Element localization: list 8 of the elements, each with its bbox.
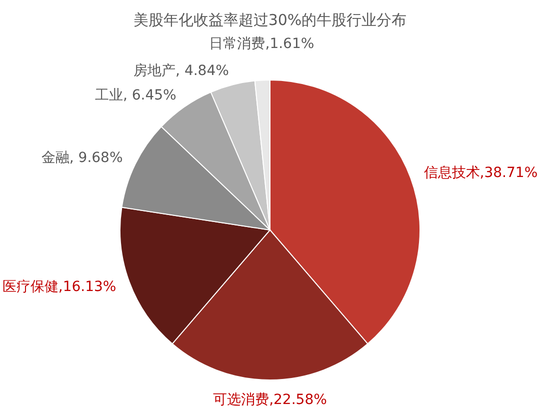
slice-label: 医疗保健,16.13%	[2, 278, 116, 295]
slice-label: 信息技术,38.71%	[424, 165, 538, 182]
slice-label: 房地产, 4.84%	[134, 63, 229, 80]
chart-title: 美股年化收益率超过30%的牛股行业分布	[133, 11, 407, 29]
slice-label: 金融, 9.68%	[41, 150, 123, 166]
slice-label: 可选消费,22.58%	[213, 392, 327, 408]
slice-label: 工业, 6.45%	[94, 87, 176, 104]
slice-label: 日常消费,1.61%	[209, 36, 314, 52]
